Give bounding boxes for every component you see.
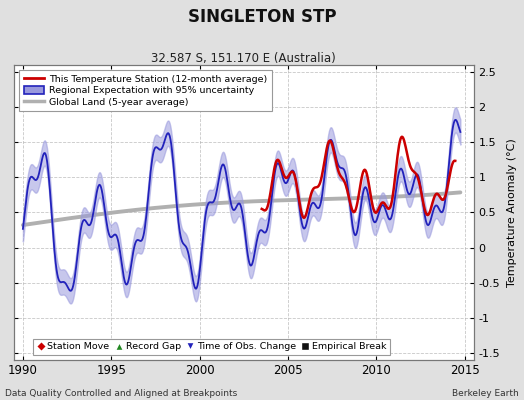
Text: SINGLETON STP: SINGLETON STP <box>188 8 336 26</box>
Text: Berkeley Earth: Berkeley Earth <box>452 389 519 398</box>
Title: 32.587 S, 151.170 E (Australia): 32.587 S, 151.170 E (Australia) <box>151 52 336 65</box>
Y-axis label: Temperature Anomaly (°C): Temperature Anomaly (°C) <box>507 138 517 287</box>
Legend: Station Move, Record Gap, Time of Obs. Change, Empirical Break: Station Move, Record Gap, Time of Obs. C… <box>33 339 390 355</box>
Text: Data Quality Controlled and Aligned at Breakpoints: Data Quality Controlled and Aligned at B… <box>5 389 237 398</box>
